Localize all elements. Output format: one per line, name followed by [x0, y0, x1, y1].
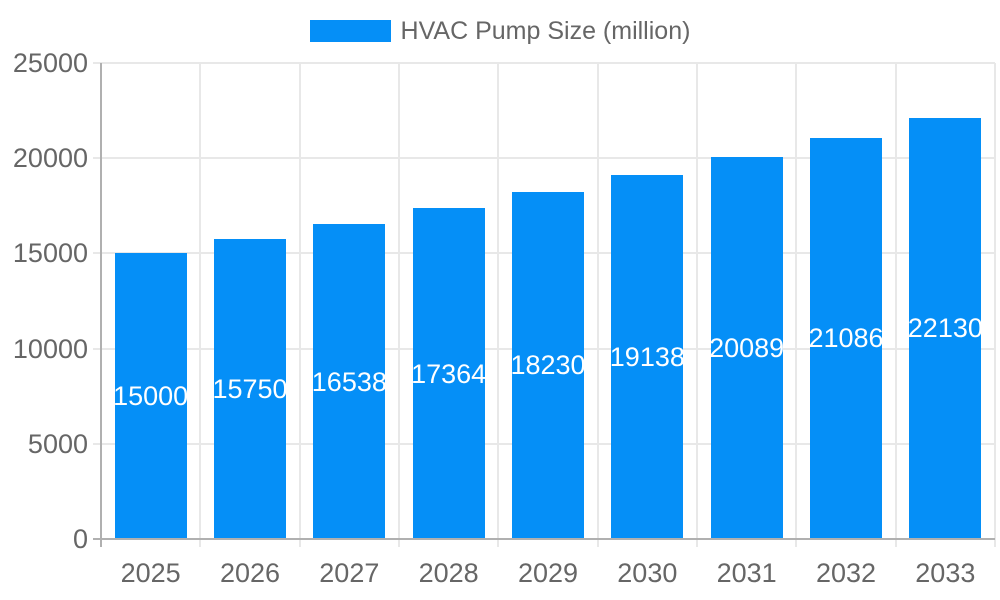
x-axis-tick	[596, 539, 599, 547]
legend-swatch-icon	[309, 20, 391, 42]
legend[interactable]: HVAC Pump Size (million)	[0, 17, 1000, 45]
y-axis-tick	[93, 348, 101, 350]
bar-value-label: 15000	[113, 381, 189, 412]
bar-value-label: 18230	[510, 350, 586, 381]
y-axis-tick	[93, 443, 101, 445]
x-grid-line	[994, 63, 996, 539]
x-axis-tick-label: 2028	[418, 558, 479, 588]
y-axis-tick-label: 20000	[12, 143, 88, 173]
y-axis-tick-label: 15000	[12, 238, 88, 268]
y-axis-tick-label: 0	[72, 524, 88, 554]
x-axis-tick	[298, 539, 301, 547]
x-grid-line	[398, 63, 400, 539]
y-grid-line	[101, 157, 995, 159]
x-grid-line	[696, 63, 698, 539]
x-axis-tick	[398, 539, 400, 547]
bar[interactable]	[512, 191, 584, 539]
x-axis-tick	[795, 539, 798, 547]
x-axis-tick-label: 2030	[617, 558, 678, 588]
x-grid-line	[199, 63, 202, 539]
bar[interactable]	[114, 253, 187, 539]
bar-value-label: 15750	[212, 374, 288, 405]
x-grid-line	[894, 63, 897, 539]
x-axis-tick-label: 2029	[517, 558, 579, 588]
bar-value-label: 22130	[907, 313, 983, 344]
bar[interactable]	[214, 239, 286, 539]
x-axis-tick	[497, 539, 500, 547]
x-axis-tick-label: 2033	[915, 558, 976, 588]
bar[interactable]	[412, 208, 485, 539]
x-grid-line	[298, 63, 301, 539]
legend-label: HVAC Pump Size (million)	[400, 17, 691, 45]
y-axis-tick-label: 5000	[27, 429, 88, 459]
y-axis-tick	[93, 157, 101, 159]
bar[interactable]	[710, 156, 783, 539]
bar-value-label: 19138	[609, 341, 685, 372]
x-grid-line	[596, 63, 599, 539]
bar-value-label: 17364	[411, 358, 487, 389]
bar[interactable]	[909, 117, 982, 539]
bar[interactable]	[313, 224, 386, 539]
x-axis-tick-label: 2026	[219, 558, 281, 588]
y-grid-line	[101, 62, 995, 64]
bar-value-label: 21086	[808, 323, 884, 354]
x-grid-line	[497, 63, 500, 539]
x-axis-tick	[696, 539, 698, 547]
y-axis-tick-label: 25000	[12, 48, 88, 78]
x-axis-tick-label: 2025	[120, 558, 181, 588]
x-axis-tick-label: 2031	[716, 558, 777, 588]
x-axis-tick	[199, 539, 202, 547]
bar-value-label: 16538	[311, 366, 387, 397]
y-axis-tick	[93, 252, 101, 254]
x-grid-line	[795, 63, 798, 539]
y-axis-tick	[93, 62, 101, 64]
x-axis-line	[93, 538, 995, 540]
y-axis-tick-label: 10000	[12, 334, 88, 364]
bar[interactable]	[810, 137, 882, 539]
bar-value-label: 20089	[709, 332, 785, 363]
x-axis-tick-label: 2027	[319, 558, 380, 588]
bar[interactable]	[611, 174, 684, 539]
x-axis-tick	[894, 539, 897, 547]
y-axis-line	[100, 63, 102, 547]
x-axis-tick	[994, 539, 996, 547]
x-axis-tick-label: 2032	[815, 558, 877, 588]
